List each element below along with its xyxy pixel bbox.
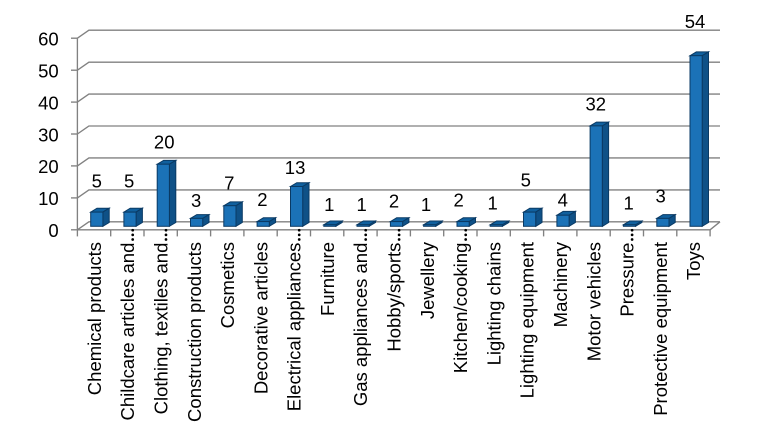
svg-text:Gas appliances and: Gas appliances and [350,243,371,407]
svg-text:5: 5 [521,170,531,191]
svg-text:1: 1 [357,194,367,215]
svg-text:Furniture: Furniture [317,242,338,316]
svg-text:Chemical products: Chemical products [84,242,105,395]
svg-text:Lighting chains: Lighting chains [483,242,504,365]
svg-text:1: 1 [623,193,633,214]
svg-text:Construction products: Construction products [184,242,205,422]
svg-text:Childcare articles and: Childcare articles and [117,243,138,421]
svg-text:Electrical appliances: Electrical appliances [284,243,305,412]
svg-text:Cosmetics: Cosmetics [217,242,238,328]
svg-text:13: 13 [285,157,306,178]
svg-text:50: 50 [38,61,59,82]
svg-text:4: 4 [558,189,568,210]
svg-text:2: 2 [257,189,267,210]
svg-text:20: 20 [154,132,175,153]
svg-text:2: 2 [389,191,399,212]
svg-text:Kitchen/cooking: Kitchen/cooking [450,243,471,374]
svg-text:Lighting equipment: Lighting equipment [517,242,538,398]
svg-text:60: 60 [38,29,59,50]
svg-text:Motor vehicles: Motor vehicles [583,242,604,361]
svg-text:Toys: Toys [683,242,704,280]
svg-text:7: 7 [224,172,234,193]
svg-text:3: 3 [656,185,666,206]
svg-text:1: 1 [421,194,431,215]
svg-text:54: 54 [685,11,706,32]
svg-text:20: 20 [38,156,59,177]
svg-text:30: 30 [38,124,59,145]
svg-text:Clothing, textiles and: Clothing, textiles and [151,243,172,415]
svg-text:3: 3 [191,190,201,211]
svg-text:Decorative articles: Decorative articles [250,242,271,394]
svg-text:0: 0 [48,220,58,241]
svg-text:Hobby/sports: Hobby/sports [384,243,405,352]
svg-text:Machinery: Machinery [550,241,571,327]
svg-text:Pressure: Pressure [617,243,638,317]
svg-text:1: 1 [324,194,334,215]
svg-text:5: 5 [124,171,134,192]
svg-text:40: 40 [38,92,59,113]
svg-text:Jewellery: Jewellery [417,241,438,319]
svg-text:10: 10 [38,188,59,209]
svg-text:2: 2 [453,190,463,211]
svg-text:5: 5 [92,171,102,192]
svg-text:32: 32 [586,93,607,114]
svg-text:1: 1 [487,193,497,214]
svg-text:Protective equipment: Protective equipment [650,242,671,416]
